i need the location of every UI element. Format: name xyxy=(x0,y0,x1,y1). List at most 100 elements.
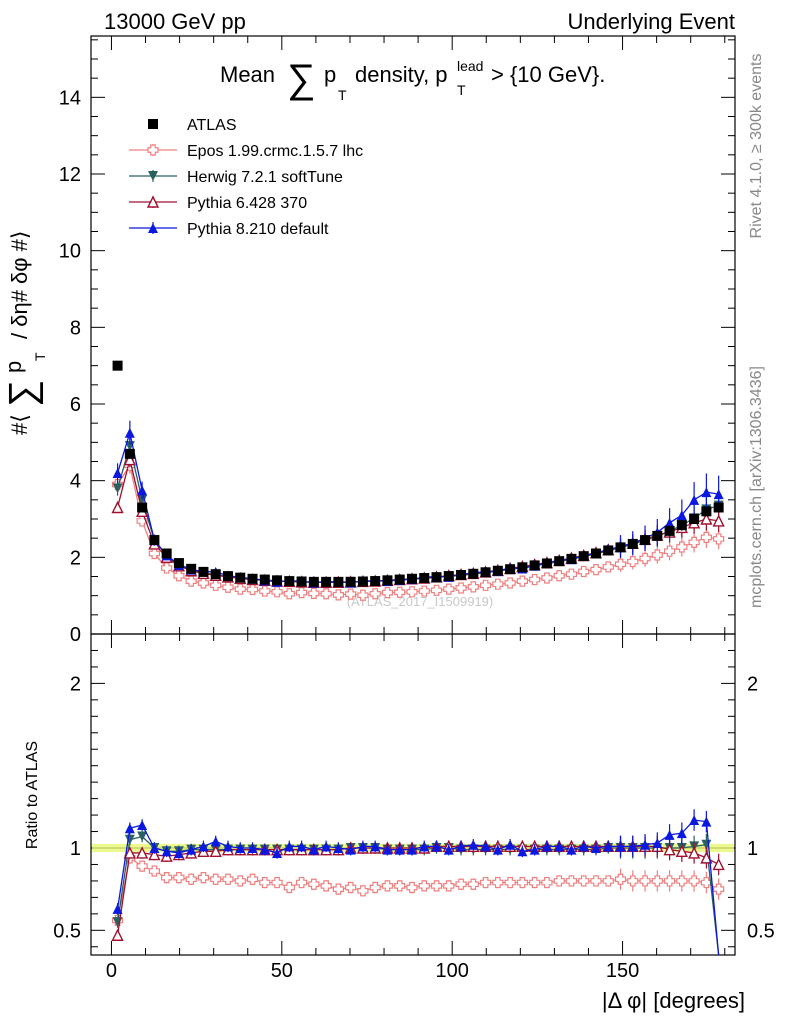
ratio-point xyxy=(173,847,184,858)
data-point xyxy=(332,589,344,601)
title-t: T xyxy=(338,87,347,103)
ratio-point xyxy=(345,881,357,894)
data-point xyxy=(161,548,172,559)
ratio-line xyxy=(116,856,719,921)
ratio-point xyxy=(492,876,504,889)
legend-label: Pythia 8.210 default xyxy=(187,221,329,238)
data-point xyxy=(149,535,160,546)
data-point xyxy=(529,560,540,571)
ratio-point xyxy=(541,876,553,889)
data-point xyxy=(198,566,209,577)
ratio-point xyxy=(197,872,210,884)
ratio-point xyxy=(688,875,700,887)
data-point xyxy=(259,574,270,585)
ratio-point xyxy=(308,878,320,890)
data-point xyxy=(357,576,368,587)
data-point xyxy=(651,549,663,561)
data-point xyxy=(553,570,565,582)
x-tick-label: 50 xyxy=(271,960,293,982)
x-tick-label: 150 xyxy=(606,960,639,982)
ratio-point xyxy=(283,881,295,894)
data-point xyxy=(112,360,123,371)
data-point xyxy=(137,494,148,505)
legend-item: Pythia 6.428 370 xyxy=(129,195,307,212)
data-point xyxy=(676,520,687,531)
data-point xyxy=(456,569,467,580)
data-point xyxy=(333,576,344,587)
data-point xyxy=(443,583,455,595)
ratio-point xyxy=(516,876,528,889)
data-point xyxy=(676,541,688,553)
top-panel-data xyxy=(111,360,725,601)
ratio-point xyxy=(381,880,394,892)
legend-item: ATLAS xyxy=(148,117,237,134)
ratio-point xyxy=(700,876,712,889)
y-tick-label: 8 xyxy=(70,317,81,339)
ratio-point xyxy=(712,857,725,871)
ratio-point xyxy=(247,843,258,853)
ratio-line xyxy=(116,845,719,936)
ratio-point xyxy=(419,841,430,852)
ratio-point xyxy=(640,839,651,850)
ratio-point xyxy=(676,875,688,887)
ylabel-p: p xyxy=(1,361,26,373)
ratio-point xyxy=(675,844,688,857)
data-point xyxy=(406,586,418,598)
ratio-point xyxy=(614,873,627,885)
data-point xyxy=(345,576,356,587)
header-left: 13000 GeV pp xyxy=(104,9,246,34)
data-point xyxy=(615,542,626,553)
data-point xyxy=(173,558,184,569)
data-point xyxy=(369,588,381,600)
data-point xyxy=(394,586,406,598)
ratio-point xyxy=(590,875,602,887)
data-point xyxy=(222,571,233,582)
ratio-point xyxy=(492,844,503,855)
data-point xyxy=(566,553,577,564)
y-tick-label: 14 xyxy=(59,87,81,109)
data-point xyxy=(713,502,724,513)
ratio-point xyxy=(602,875,614,887)
ratio-point xyxy=(222,841,233,852)
ratio-point xyxy=(234,875,246,887)
legend-marker xyxy=(147,144,159,156)
ratio-point xyxy=(701,816,712,827)
data-point xyxy=(419,573,430,584)
ratio-point xyxy=(687,846,701,859)
y-tick-label-right: 2 xyxy=(747,673,758,695)
top-panel-axes: 0 2 4 6 8 10 12 14 xyxy=(59,35,736,646)
data-point xyxy=(468,568,479,579)
data-point xyxy=(430,584,443,596)
data-point xyxy=(517,562,528,573)
data-point xyxy=(124,427,135,438)
y-tick-label: 2 xyxy=(70,547,81,569)
data-point xyxy=(554,556,565,567)
data-point xyxy=(112,483,123,494)
ylabel-rest: / δη# δφ #⟩ xyxy=(7,231,32,340)
ratio-point xyxy=(590,843,601,853)
legend-marker xyxy=(148,119,158,129)
ratio-point xyxy=(627,841,638,852)
ratio-point xyxy=(663,875,676,887)
ratio-point xyxy=(517,846,528,857)
ratio-point xyxy=(259,844,270,855)
legend-label: Pythia 6.428 370 xyxy=(187,195,307,212)
ratio-point xyxy=(137,831,148,842)
data-point xyxy=(406,573,417,584)
bottom-panel-axes: 0 50 100 150 0.5 0.5 1 1 2 2 xyxy=(53,633,775,982)
title-mean: Mean xyxy=(220,62,275,87)
ratio-point xyxy=(235,843,246,853)
legend-label: Herwig 7.2.1 softTune xyxy=(187,169,343,186)
ratio-point xyxy=(369,881,381,894)
data-point xyxy=(578,551,589,562)
data-point xyxy=(357,589,369,601)
data-point xyxy=(492,578,504,590)
ratio-point xyxy=(370,841,381,852)
ratio-point xyxy=(123,846,136,859)
data-point xyxy=(235,572,246,583)
ratio-line xyxy=(116,819,720,956)
legend-label: Epos 1.99.crmc.1.5.7 lhc xyxy=(187,143,363,160)
data-point xyxy=(296,576,307,587)
ratio-point xyxy=(149,843,160,853)
ratio-point xyxy=(357,841,368,852)
